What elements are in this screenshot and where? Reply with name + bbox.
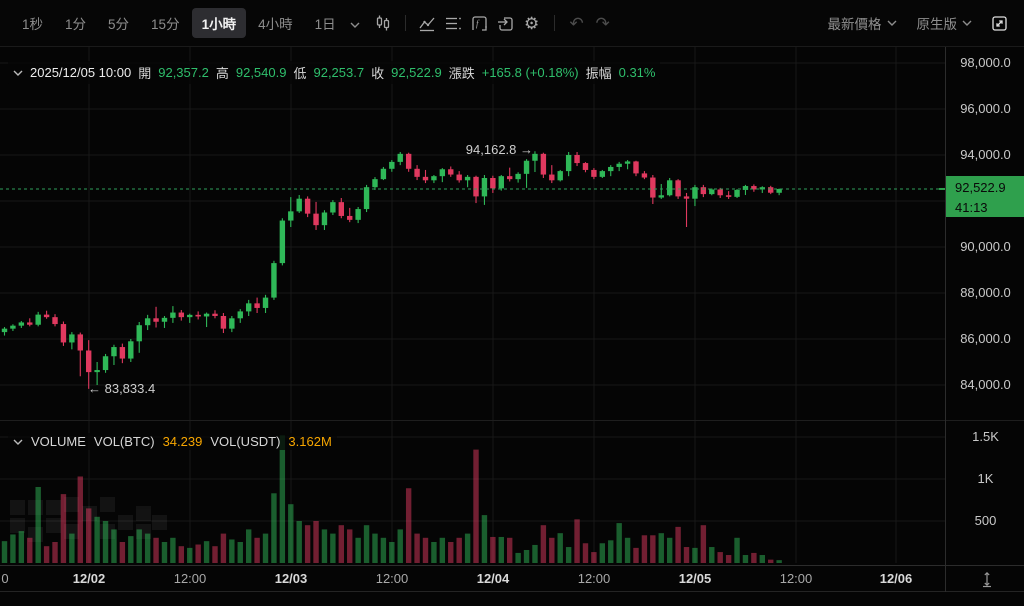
current-price-value: 92,522.9 [955, 180, 1006, 195]
volume-axis-label: 500 [974, 513, 997, 528]
display-settings-icon[interactable] [441, 10, 467, 36]
high-price-annotation: 94,162.8 → [465, 142, 533, 157]
time-axis-label: 12:00 [173, 571, 207, 586]
price-axis[interactable]: 98,000.0 96,000.0 94,000.0 90,000.0 88,000.0… [945, 47, 1024, 592]
timeframe-group: 1秒 1分 5分 15分 1小時 4小時 1日 [12, 8, 346, 38]
chevron-down-icon [962, 20, 972, 26]
save-layout-icon[interactable] [493, 10, 519, 36]
collapse-chevron-icon[interactable] [13, 439, 23, 445]
watermark [10, 497, 167, 542]
change-label: 漲跌 [448, 66, 475, 81]
gear-icon: ⚙ [524, 13, 540, 33]
price-axis-label: 88,000.0 [960, 285, 1011, 300]
open-value: 92,357.2 [158, 65, 209, 80]
vol-usdt-value: 3.162M [288, 434, 332, 449]
toolbar-divider [553, 15, 555, 31]
volume-title: VOLUME [31, 434, 86, 449]
timeframe-more-dropdown[interactable] [346, 11, 370, 36]
timeframe-button-1日[interactable]: 1日 [314, 17, 336, 32]
amplitude-value: 0.31% [618, 65, 656, 80]
version-dropdown[interactable]: 原生版 [911, 9, 979, 37]
toolbar-divider [404, 15, 406, 31]
timeframe-button-15分[interactable]: 15分 [151, 17, 180, 32]
undo-icon[interactable]: ↶ [569, 13, 584, 33]
toolbar-right: 最新價格 原生版 [822, 9, 1013, 37]
indicator-template-icon[interactable]: f [467, 10, 493, 36]
redo-icon[interactable]: ↷ [595, 13, 610, 33]
scale-adjust-icon[interactable] [978, 570, 996, 588]
time-axis-label: 12:00 [375, 571, 409, 586]
axis-corner-divider [945, 565, 946, 592]
price-mode-dropdown[interactable]: 最新價格 [822, 9, 903, 37]
time-axis-label: 12/03 [274, 571, 308, 586]
svg-text:f: f [476, 18, 480, 28]
collapse-chevron-icon[interactable] [13, 70, 23, 76]
timeframe-button-1小時[interactable]: 1小時 [191, 8, 247, 38]
time-axis-label: 12:00 [779, 571, 813, 586]
time-axis-label: 12/04 [476, 571, 510, 586]
price-axis-label: 90,000.0 [960, 239, 1011, 254]
time-axis[interactable]: 0 12/02 12:00 12/03 12:00 12/04 12:00 12/05 12:0… [0, 565, 1024, 592]
price-axis-label: 98,000.0 [960, 55, 1011, 70]
timeframe-button-4小時[interactable]: 4小時 [258, 17, 293, 32]
chevron-down-icon [350, 22, 360, 28]
timeframe-button-5分[interactable]: 5分 [108, 17, 130, 32]
price-axis-label: 96,000.0 [960, 101, 1011, 116]
high-value: 92,540.9 [235, 65, 287, 80]
timeframe-button-1秒[interactable]: 1秒 [22, 17, 44, 32]
chevron-down-icon [887, 20, 896, 26]
change-value: +165.8 (+0.18%) [481, 65, 579, 80]
price-mode-label: 最新價格 [827, 17, 882, 32]
indicators-icon[interactable] [415, 10, 441, 36]
vol-btc-value: 34.239 [162, 434, 203, 449]
chart-toolbar: 1秒 1分 5分 15分 1小時 4小時 1日 [0, 0, 1024, 47]
ohlc-info-bar: 2025/12/05 10:00 開 92,357.2 高 92,540.9 低… [8, 61, 661, 84]
pane-divider[interactable] [0, 420, 1024, 421]
settings-icon[interactable]: ⚙ [519, 10, 545, 36]
vol-btc-label: VOL(BTC) [93, 434, 155, 449]
chart-style-icon[interactable] [370, 10, 396, 36]
candle-datetime: 2025/12/05 10:00 [30, 65, 132, 80]
time-axis-label: 12/06 [879, 571, 913, 586]
price-axis-label: 86,000.0 [960, 331, 1011, 346]
candle-countdown: 41:13 [955, 199, 988, 215]
time-axis-label: 12/02 [72, 571, 106, 586]
version-label: 原生版 [916, 17, 958, 32]
amplitude-label: 振幅 [585, 66, 612, 81]
volume-info-bar: VOLUME VOL(BTC) 34.239 VOL(USDT) 3.162M [8, 433, 337, 450]
current-price-badge: 92,522.9 41:13 [946, 176, 1024, 217]
low-label: 低 [293, 66, 307, 81]
volume-axis-label: 1K [977, 471, 994, 486]
open-label: 開 [138, 66, 152, 81]
low-price-annotation: ← 83,833.4 [88, 381, 156, 396]
volume-axis-label: 1.5K [972, 429, 999, 444]
time-axis-label: 0 [1, 571, 9, 586]
timeframe-button-1分[interactable]: 1分 [65, 17, 87, 32]
time-axis-label: 12/05 [678, 571, 712, 586]
fullscreen-icon[interactable] [986, 10, 1012, 36]
time-axis-label: 12:00 [577, 571, 611, 586]
high-label: 高 [215, 66, 229, 81]
price-axis-label: 84,000.0 [960, 377, 1011, 392]
low-value: 92,253.7 [313, 65, 365, 80]
price-axis-label: 94,000.0 [960, 147, 1011, 162]
close-value: 92,522.9 [391, 65, 442, 80]
vol-usdt-label: VOL(USDT) [210, 434, 281, 449]
close-label: 收 [371, 66, 385, 81]
